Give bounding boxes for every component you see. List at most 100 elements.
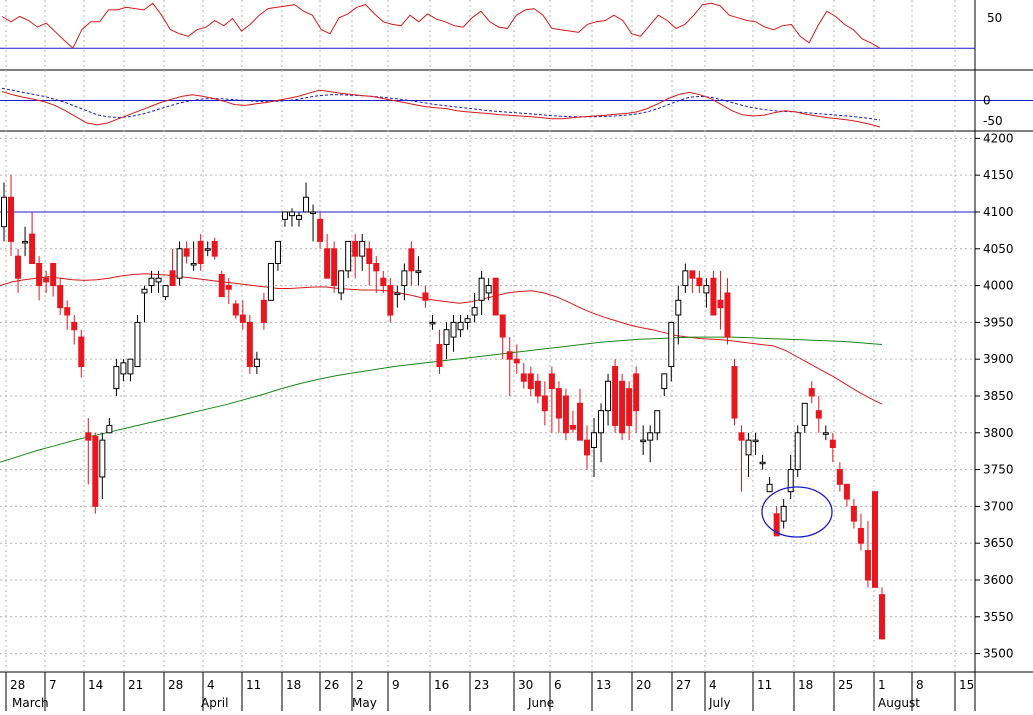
candle-up bbox=[288, 211, 295, 217]
candle-down bbox=[555, 388, 562, 419]
x-tick-label: 11 bbox=[757, 678, 772, 692]
candle-down bbox=[724, 292, 731, 338]
y-tick-label: 3500 bbox=[983, 647, 1014, 661]
candle-down bbox=[492, 277, 499, 316]
candle-down bbox=[836, 469, 843, 485]
x-tick-label: 18 bbox=[798, 678, 813, 692]
x-tick-label: 28 bbox=[10, 678, 25, 692]
macd-panel bbox=[0, 87, 1033, 128]
candle-up bbox=[429, 321, 436, 325]
candle-down bbox=[29, 233, 36, 264]
y-tick-label: 4200 bbox=[983, 131, 1014, 145]
candle-down bbox=[541, 395, 548, 412]
candle-down bbox=[92, 435, 99, 507]
candle-down bbox=[352, 240, 359, 257]
candle-down bbox=[527, 373, 534, 390]
y-tick-label: 3600 bbox=[983, 573, 1014, 587]
candle-up bbox=[654, 410, 661, 434]
candle-up bbox=[155, 277, 162, 283]
candle-up bbox=[605, 380, 612, 412]
candle-down bbox=[499, 314, 506, 338]
candle-up bbox=[303, 196, 310, 213]
candle-up bbox=[253, 358, 260, 368]
candle-up bbox=[471, 307, 478, 316]
candle-down bbox=[562, 395, 569, 434]
candle-down bbox=[50, 262, 57, 287]
candle-up bbox=[822, 432, 829, 435]
y-tick-label: 3650 bbox=[983, 536, 1014, 550]
candle-up bbox=[745, 439, 752, 456]
y-tick-label: 4150 bbox=[983, 168, 1014, 182]
x-tick-label: 26 bbox=[324, 678, 339, 692]
candle-up bbox=[661, 373, 668, 390]
candle-down bbox=[197, 240, 204, 264]
macd-signal-line bbox=[1, 87, 881, 121]
x-tick-label: 21 bbox=[128, 678, 143, 692]
candle-down bbox=[324, 248, 331, 279]
candle-down bbox=[64, 307, 71, 316]
macd-line bbox=[1, 89, 881, 128]
candle-down bbox=[689, 270, 696, 279]
x-tick-label: 15 bbox=[959, 678, 974, 692]
x-tick-label: 1 bbox=[878, 678, 886, 692]
candle-down bbox=[36, 262, 43, 287]
candle-down bbox=[569, 424, 576, 430]
candle-up bbox=[106, 424, 113, 434]
candle-up bbox=[204, 248, 211, 251]
candle-down bbox=[380, 277, 387, 287]
candle-down bbox=[633, 373, 640, 412]
candle-down bbox=[85, 432, 92, 441]
y-tick-label: 4050 bbox=[983, 242, 1014, 256]
candle-up bbox=[766, 483, 773, 493]
candle-up bbox=[134, 321, 141, 368]
candle-up bbox=[640, 439, 647, 443]
candle-down bbox=[850, 505, 857, 522]
candle-down bbox=[843, 483, 850, 500]
candle-down bbox=[576, 402, 583, 441]
highlight-circle bbox=[761, 486, 833, 538]
candle-down bbox=[808, 388, 815, 397]
candle-down bbox=[71, 321, 78, 331]
candle-down bbox=[696, 277, 703, 287]
candle-up bbox=[99, 439, 106, 478]
candle-up bbox=[794, 432, 801, 471]
candle-down bbox=[8, 196, 15, 242]
candle-up bbox=[267, 262, 274, 301]
candle-down bbox=[422, 292, 429, 301]
candle-down bbox=[857, 527, 864, 544]
candle-up bbox=[401, 270, 408, 287]
candle-up bbox=[598, 410, 605, 434]
candle-up bbox=[415, 270, 422, 273]
candle-up bbox=[281, 211, 288, 220]
candle-down bbox=[232, 303, 239, 316]
candle-down bbox=[534, 380, 541, 397]
month-label: June bbox=[527, 696, 554, 710]
x-tick-label: 14 bbox=[88, 678, 103, 692]
candle-down bbox=[43, 277, 50, 283]
y-tick-label: 3750 bbox=[983, 463, 1014, 477]
candle-down bbox=[317, 218, 324, 242]
candle-down bbox=[15, 255, 22, 279]
candle-down bbox=[619, 380, 626, 434]
candle-down bbox=[169, 270, 176, 287]
x-tick-label: 13 bbox=[596, 678, 611, 692]
candle-down bbox=[717, 299, 724, 309]
candle-up bbox=[338, 270, 345, 294]
candle-down bbox=[871, 491, 878, 588]
month-label: May bbox=[352, 696, 377, 710]
candle-up bbox=[162, 285, 169, 298]
candle-up bbox=[752, 439, 759, 443]
candle-down bbox=[260, 299, 267, 323]
x-tick-label: 25 bbox=[838, 678, 853, 692]
x-tick-label: 6 bbox=[554, 678, 562, 692]
candle-down bbox=[436, 343, 443, 368]
candle-up bbox=[127, 358, 134, 375]
candle-up bbox=[113, 366, 120, 390]
candle-down bbox=[548, 373, 555, 390]
candle-up bbox=[148, 277, 155, 287]
candle-up bbox=[647, 432, 654, 441]
y-tick-label: 50 bbox=[987, 11, 1002, 25]
candle-down bbox=[773, 513, 780, 537]
